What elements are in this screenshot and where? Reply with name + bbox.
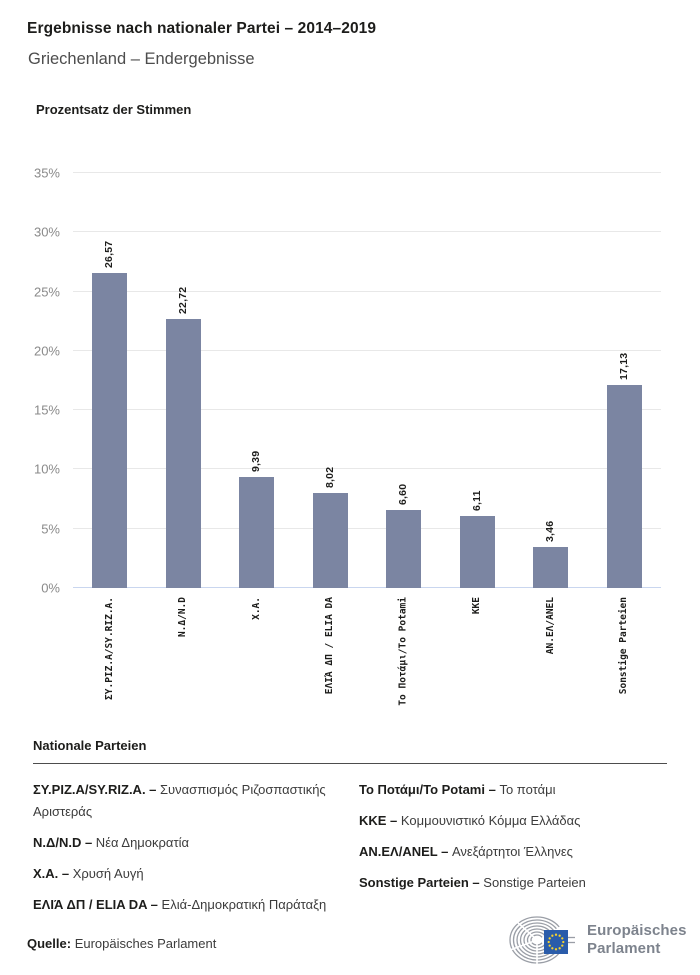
- legend-entry-abbr: Sonstige Parteien –: [359, 875, 480, 890]
- legend-entry-name: Ελιά-Δημοκρατική Παράταξη: [157, 897, 327, 912]
- hemicycle-icon: [509, 916, 575, 966]
- bar-value-text: 8,02: [323, 466, 336, 488]
- gridline: [73, 231, 661, 233]
- x-axis-label-text: ΣΥ.ΡΙΖ.Α/SY.RIZ.A.: [103, 597, 115, 700]
- x-axis-label-text: Το Ποτάμι/To Potami: [397, 597, 409, 706]
- gridline: [73, 349, 661, 351]
- legend-entry: Χ.Α. – Χρυσή Αυγή: [33, 863, 341, 885]
- x-axis-label-text: Ν.Δ/N.D: [177, 597, 189, 638]
- legend-column: ΣΥ.ΡΙΖ.Α/SY.RIZ.A. – Συνασπισμός Ριζοσπα…: [33, 779, 341, 925]
- legend-entry: ΚΚΕ – Κομμουνιστικό Κόμμα Ελλάδας: [359, 810, 667, 832]
- bar: [165, 318, 201, 588]
- chart-title: Ergebnisse nach nationaler Partei – 2014…: [27, 20, 377, 37]
- eu-flag-icon: [544, 930, 568, 954]
- legend-entry: Ν.Δ/N.D – Νέα Δημοκρατία: [33, 832, 341, 854]
- legend-entry-abbr: ΕΛΙΆ ΔΠ / ELIA DA –: [33, 897, 158, 912]
- x-axis-label-text: ΑΝ.ΕΛ/ANEL: [544, 597, 556, 655]
- y-axis-title: Prozentsatz der Stimmen: [36, 102, 192, 117]
- bar-value-text: 17,13: [617, 352, 630, 380]
- y-tick-label: 5%: [41, 521, 60, 537]
- bar-value-text: 6,11: [470, 489, 483, 511]
- legend-entry: ΑΝ.ΕΛ/ANEL – Ανεξάρτητοι Έλληνες: [359, 841, 667, 863]
- legend-entry-abbr: Χ.Α. –: [33, 866, 70, 881]
- gridline: [73, 172, 661, 173]
- gridline: [73, 527, 661, 529]
- legend-entry-name: Συνασπισμός Ριζοσπαστικής Αριστεράς: [33, 782, 326, 819]
- legend-entry-abbr: ΣΥ.ΡΙΖ.Α/SY.RIZ.A. –: [33, 782, 157, 797]
- legend-entry: Το Ποτάμι/To Potami – Το ποτάμι: [359, 779, 667, 801]
- legend-entry: ΕΛΙΆ ΔΠ / ELIA DA – Ελιά-Δημοκρατική Παρ…: [33, 894, 341, 916]
- y-tick-label: 35%: [33, 165, 60, 181]
- bar: [312, 492, 348, 588]
- logo-line1: Europäisches: [587, 922, 687, 939]
- legend-divider: [33, 763, 667, 764]
- legend-section: Nationale Parteien ΣΥ.ΡΙΖ.Α/SY.RIZ.A. – …: [33, 738, 667, 925]
- legend-entry: ΣΥ.ΡΙΖ.Α/SY.RIZ.A. – Συνασπισμός Ριζοσπα…: [33, 779, 341, 823]
- x-axis-label-text: ΕΛΙΆ ΔΠ / ELIA DA: [324, 597, 336, 695]
- y-tick-label: 20%: [33, 343, 60, 359]
- legend-entry-abbr: Ν.Δ/N.D –: [33, 835, 93, 850]
- plot-area: 0% 5% 10% 15% 20% 25% 30% 35% 26,57 ΣΥ.ΡΙΖ.Α/SY.R…: [34, 166, 661, 706]
- legend-entry: Sonstige Parteien – Sonstige Parteien: [359, 872, 667, 894]
- x-axis-label-text: Sonstige Parteien: [618, 597, 630, 695]
- y-tick-label: 10%: [33, 461, 60, 477]
- gridline: [73, 290, 661, 292]
- legend-entry-name: Κομμουνιστικό Κόμμα Ελλάδας: [397, 813, 581, 828]
- bar: [386, 509, 422, 588]
- bar-value-text: 6,60: [397, 483, 410, 505]
- legend-entry-name: Το ποτάμι: [495, 782, 556, 797]
- y-tick-label: 25%: [33, 284, 60, 300]
- bar: [459, 515, 495, 588]
- bar-value-text: 3,46: [544, 520, 557, 542]
- x-axis-label-text: Χ.Α.: [250, 597, 262, 620]
- source-text: Europäisches Parlament: [74, 936, 217, 951]
- source-label: Quelle:: [27, 936, 72, 951]
- legend-entry-name: Νέα Δημοκρατία: [92, 835, 189, 850]
- legend-entry-abbr: ΑΝ.ΕΛ/ANEL –: [359, 844, 449, 859]
- logo-line2: Parlament: [587, 940, 661, 957]
- logo-wordmark: Europäisches Parlament: [587, 922, 687, 958]
- y-tick-label: 30%: [33, 224, 60, 240]
- source-line: Quelle: Europäisches Parlament: [27, 936, 216, 951]
- legend-columns: ΣΥ.ΡΙΖ.Α/SY.RIZ.A. – Συνασπισμός Ριζοσπα…: [33, 779, 667, 925]
- legend-entry-name: Χρυσή Αυγή: [69, 866, 144, 881]
- legend-column: Το Ποτάμι/To Potami – Το ποτάμι ΚΚΕ – Κομ…: [359, 779, 667, 925]
- bar-value-text: 22,72: [176, 286, 189, 314]
- european-parliament-logo: Europäisches Parlament: [506, 912, 687, 968]
- bar-value-text: 26,57: [103, 240, 116, 268]
- gridline: [73, 468, 661, 470]
- legend-entry-name: Ανεξάρτητοι Έλληνες: [448, 844, 573, 859]
- legend-entry-abbr: Το Ποτάμι/To Potami –: [359, 782, 496, 797]
- bar: [92, 272, 128, 588]
- bar-value-text: 9,39: [250, 450, 263, 472]
- bar: [606, 384, 642, 588]
- chart-subtitle: Griechenland – Endergebnisse: [28, 50, 255, 68]
- y-tick-label: 0%: [41, 580, 60, 596]
- legend-entry-abbr: ΚΚΕ –: [359, 813, 398, 828]
- x-axis-baseline: [73, 587, 661, 588]
- bar: [239, 476, 275, 588]
- legend-entry-name: Sonstige Parteien: [479, 875, 586, 890]
- legend-heading: Nationale Parteien: [33, 738, 147, 753]
- y-tick-label: 15%: [33, 402, 60, 418]
- bar: [533, 546, 569, 588]
- x-axis-label-text: KKE: [471, 597, 483, 615]
- gridline: [73, 409, 661, 411]
